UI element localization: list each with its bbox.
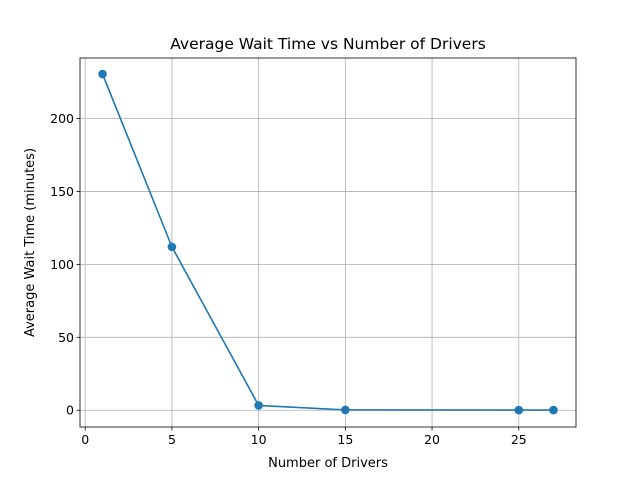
y-tick-label: 50: [58, 330, 74, 345]
axes-frame: [79, 57, 577, 428]
ticks: 0 5 10 15 20 25 0 50 100 150 200: [50, 111, 527, 447]
data-point: [514, 405, 524, 415]
grid: [80, 58, 576, 427]
data-point: [549, 405, 558, 415]
y-axis-label: Average Wait Time (minutes): [23, 148, 38, 337]
x-tick-label: 0: [81, 432, 89, 447]
y-tick-label: 100: [50, 257, 74, 272]
series-layer: [98, 69, 558, 415]
x-axis-label: Number of Drivers: [268, 456, 388, 471]
y-tick-label: 200: [50, 111, 74, 126]
data-point: [341, 405, 350, 415]
x-tick-label: 25: [511, 432, 527, 447]
data-point: [167, 242, 177, 252]
y-tick-label: 0: [66, 403, 74, 418]
y-tick-label: 150: [50, 184, 74, 199]
x-tick-label: 20: [424, 432, 440, 447]
x-tick-label: 15: [337, 432, 353, 447]
data-point: [98, 69, 107, 79]
series-line: [101, 73, 554, 411]
chart-title: Average Wait Time vs Number of Drivers: [170, 35, 486, 53]
x-tick-label: 10: [251, 432, 267, 447]
x-tick-label: 5: [168, 432, 176, 447]
data-point: [254, 401, 263, 410]
